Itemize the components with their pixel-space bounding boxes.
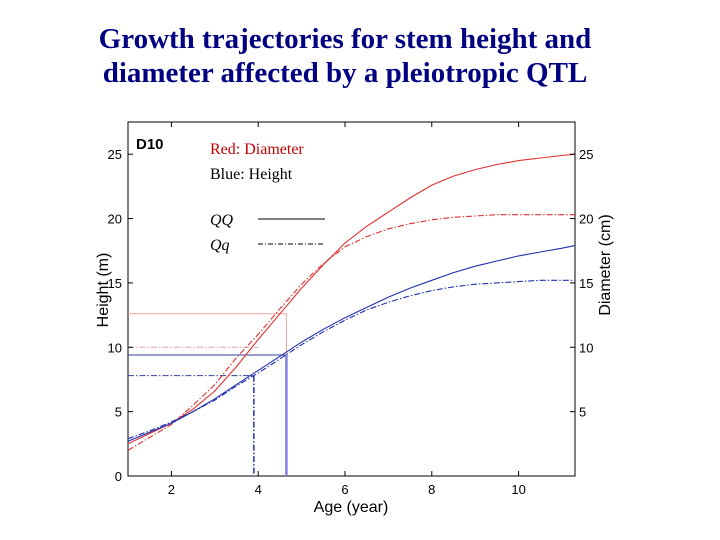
x-axis-label: Age (year) (314, 499, 389, 516)
x-tick-label: 6 (341, 482, 348, 497)
y2-tick-label: 20 (579, 212, 593, 227)
y-tick-label: 10 (108, 340, 122, 355)
y-tick-label: 15 (108, 276, 122, 291)
x-tick-label: 8 (428, 482, 435, 497)
series-line-1 (127, 153, 576, 445)
y-tick-label: 0 (115, 469, 122, 484)
series-line-3 (127, 245, 576, 442)
y-tick-label: 5 (115, 405, 122, 420)
series-line-2 (127, 214, 575, 451)
panel-label: D10 (136, 136, 164, 153)
x-tick-label: 2 (168, 482, 175, 497)
legend-color-line-1: Red: Diameter (210, 141, 304, 158)
slide-title: Growth trajectories for stem height and … (0, 22, 690, 90)
y2-tick-label: 15 (579, 276, 593, 291)
legend-qq-label: QQ (210, 212, 234, 229)
series-layer (127, 153, 576, 451)
series-line-4 (127, 279, 575, 440)
axis-ticks: 2 4 6 8 10 0 5 10 15 20 25 5 10 15 20 25 (108, 122, 593, 497)
legend-color-line-2: Blue: Height (210, 166, 293, 183)
slide-title-line-1: Growth trajectories for stem height and (98, 23, 592, 55)
x-tick-label: 10 (511, 482, 525, 497)
plot-frame (127, 121, 576, 477)
y2-axis-label: Diameter (cm) (597, 214, 614, 315)
reference-lines (128, 313, 288, 476)
x-tick-label: 4 (255, 482, 262, 497)
y2-tick-label: 25 (579, 147, 593, 162)
legend-qq-label-2: Qq (210, 237, 230, 254)
y-tick-label: 25 (108, 147, 122, 162)
y-tick-label: 20 (108, 212, 122, 227)
y2-tick-label: 5 (579, 405, 586, 420)
y2-tick-label: 10 (579, 340, 593, 355)
slide-title-line-2: diameter affected by a pleiotropic QTL (102, 57, 588, 89)
y-axis-label: Height (m) (95, 253, 112, 328)
